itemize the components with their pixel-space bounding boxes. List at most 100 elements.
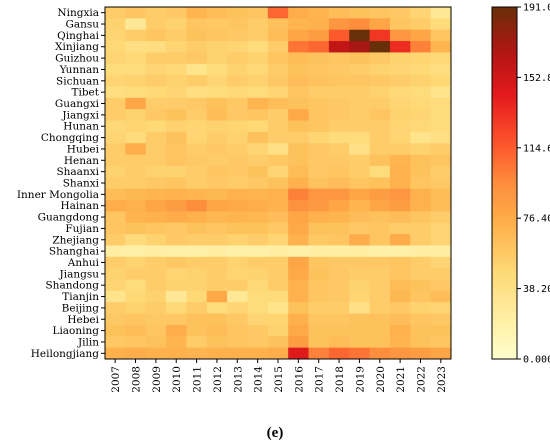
heatmap-cell <box>186 97 208 110</box>
y-tick-label: Inner Mongolia <box>17 189 99 201</box>
heatmap-cell <box>145 188 167 201</box>
colorbar-gradient <box>491 6 518 360</box>
heatmap-cell <box>389 41 411 53</box>
heatmap-cell <box>410 97 432 110</box>
heatmap-cell <box>288 347 309 360</box>
heatmap-cell <box>105 131 126 144</box>
heatmap-cell <box>206 18 228 31</box>
heatmap-cell <box>247 109 269 121</box>
heatmap-cell <box>105 52 126 65</box>
heatmap-cell <box>349 268 370 280</box>
heatmap-cell <box>267 268 289 280</box>
heatmap-cell <box>145 234 167 246</box>
heatmap-cell <box>227 131 248 144</box>
y-tick-label: Zhejiang <box>52 234 99 246</box>
heatmap-cell <box>288 120 309 133</box>
heatmap-cell <box>125 324 147 337</box>
heatmap-cell <box>369 177 391 190</box>
heatmap-cell <box>349 131 370 144</box>
heatmap-cell <box>410 52 432 65</box>
heatmap-cell <box>267 52 289 65</box>
heatmap-cell <box>328 7 350 19</box>
heatmap-cell <box>389 75 411 87</box>
heatmap-cell <box>125 188 147 201</box>
heatmap-cell <box>145 279 167 292</box>
heatmap-cell <box>247 7 269 19</box>
heatmap-cell <box>369 290 391 303</box>
heatmap-cell <box>410 234 432 246</box>
heatmap-cell <box>369 86 391 99</box>
heatmap-cell <box>105 63 126 76</box>
heatmap-cell <box>186 63 208 76</box>
y-axis-labels: NingxiaGansuQinghaiXinjiangGuizhouYunnan… <box>17 7 105 360</box>
heatmap-cell <box>369 245 391 258</box>
y-tick-label: Anhui <box>67 257 100 269</box>
heatmap-cell <box>206 245 228 258</box>
heatmap-cell <box>125 313 147 326</box>
heatmap-cell <box>430 86 452 99</box>
heatmap-cell <box>267 336 289 349</box>
heatmap-cell <box>430 154 452 167</box>
heatmap-cell <box>145 222 167 235</box>
heatmap-cell <box>247 75 269 87</box>
heatmap-cell <box>227 222 248 235</box>
heatmap-cell <box>308 165 330 178</box>
heatmap-cell <box>186 131 208 144</box>
heatmap-cell <box>328 120 350 133</box>
heatmap-cell <box>308 154 330 167</box>
heatmap-cell <box>186 222 208 235</box>
y-tick-label: Jiangsu <box>59 268 100 280</box>
heatmap-cell <box>227 290 248 303</box>
heatmap-cell <box>186 324 208 337</box>
heatmap-cell <box>308 75 330 87</box>
heatmap-cell <box>206 109 228 121</box>
heatmap-cell <box>145 120 167 133</box>
x-tick-label: 2014 <box>253 366 265 393</box>
heatmap-cell <box>206 347 228 360</box>
heatmap-cell <box>267 256 289 269</box>
heatmap-cell <box>410 222 432 235</box>
heatmap-cell <box>105 165 126 178</box>
heatmap-cell <box>349 279 370 292</box>
heatmap-cell <box>105 18 126 31</box>
heatmap-cell <box>389 131 411 144</box>
heatmap-cell <box>328 222 350 235</box>
heatmap-cell <box>186 302 208 314</box>
heatmap-cell <box>328 211 350 224</box>
x-tick-label: 2019 <box>354 366 366 393</box>
heatmap-cell <box>145 347 167 360</box>
heatmap-cell <box>349 177 370 190</box>
y-tick-label: Liaoning <box>52 325 99 337</box>
heatmap-cell <box>247 336 269 349</box>
heatmap-cell <box>267 313 289 326</box>
heatmap-cell <box>430 347 452 360</box>
heatmap-cell <box>308 63 330 76</box>
heatmap-cell <box>166 268 187 280</box>
heatmap-cell <box>206 7 228 19</box>
heatmap-cell <box>105 75 126 87</box>
heatmap-cell <box>328 131 350 144</box>
y-tick-label: Guizhou <box>55 53 99 65</box>
heatmap-cell <box>410 109 432 121</box>
heatmap-cell <box>267 120 289 133</box>
heatmap-cell <box>288 336 309 349</box>
heatmap-cell <box>267 41 289 53</box>
heatmap-cell <box>308 324 330 337</box>
heatmap-cell <box>308 234 330 246</box>
heatmap-cell <box>206 143 228 156</box>
heatmap-cell <box>308 347 330 360</box>
heatmap-cell <box>308 188 330 201</box>
heatmap-cell <box>206 268 228 280</box>
heatmap-cell <box>206 165 228 178</box>
heatmap-cell <box>166 154 187 167</box>
heatmap-cell <box>349 347 370 360</box>
heatmap-cell <box>145 290 167 303</box>
heatmap-cell <box>267 97 289 110</box>
heatmap-cell <box>328 97 350 110</box>
heatmap-cell <box>410 63 432 76</box>
heatmap-cell <box>328 143 350 156</box>
heatmap-cell <box>105 7 126 19</box>
heatmap-cell <box>349 52 370 65</box>
heatmap-cell <box>267 279 289 292</box>
heatmap-cell <box>389 211 411 224</box>
